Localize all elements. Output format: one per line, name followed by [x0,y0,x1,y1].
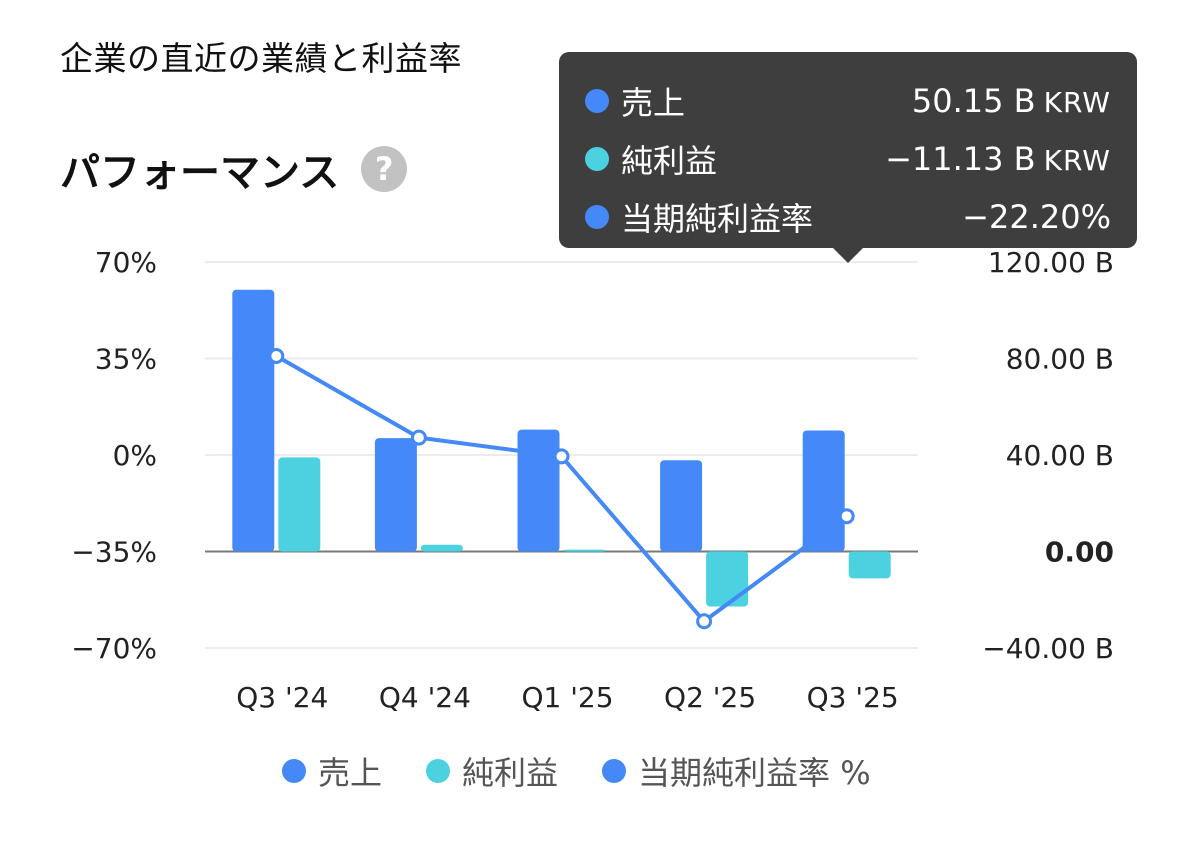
tooltip-row-net-margin: 当期純利益率 −22.20% [585,188,1111,246]
revenue-bar [802,430,845,552]
revenue-bar [374,438,417,552]
left-axis-tick-label: 35% [95,343,157,376]
left-axis-tick-label: 0% [113,439,157,472]
x-axis-tick-label: Q3 '24 [236,681,328,714]
net-income-bar [420,544,463,552]
net-margin-dot-icon [585,205,609,229]
x-axis-tick-label: Q4 '24 [379,681,471,714]
revenue-bar [660,460,703,552]
tooltip-value: 50.15 B KRW [911,82,1111,120]
net-margin-point [838,508,855,525]
revenue-bar [517,429,560,552]
net-margin-point [268,348,285,365]
x-axis-tick-label: Q2 '25 [664,681,756,714]
tooltip-row-net-income: 純利益 −11.13 B KRW [585,130,1111,188]
right-axis-tick-label: −40.00 B [982,632,1114,665]
net-income-dot-icon [585,147,609,171]
tooltip-row-revenue: 売上 50.15 B KRW [585,72,1111,130]
left-axis-tick-label: 70% [95,246,157,279]
tooltip-value: −11.13 B KRW [885,140,1111,178]
legend-item-net-margin[interactable]: 当期純利益率 % [602,748,871,794]
left-axis-tick-label: −35% [71,536,157,569]
revenue-dot-icon [585,89,609,113]
left-axis-tick-label: −70% [71,632,157,665]
section-title: パフォーマンス [60,150,340,196]
right-axis-tick-label: 0.00 [1045,536,1114,569]
net-income-bar [706,551,749,607]
net-margin-line [274,354,849,624]
legend-item-revenue[interactable]: 売上 [282,748,382,794]
revenue-bar [232,289,275,552]
tooltip-label: 純利益 [621,142,718,180]
net-margin-point [410,429,427,446]
legend-label: 売上 [318,754,383,792]
legend-dot-icon [602,759,627,783]
performance-section-header: パフォーマンス ? [60,140,408,198]
legend-dot-icon [282,759,306,783]
tooltip-value: −22.20% [962,198,1111,236]
net-margin-point [696,613,713,630]
tooltip-label: 売上 [621,84,686,122]
right-axis-tick-label: 80.00 B [1006,343,1114,376]
net-income-bar [563,549,606,552]
legend-item-net-income[interactable]: 純利益 [426,748,558,794]
legend-dot-icon [426,759,451,783]
tooltip-arrow [832,247,864,263]
net-margin-point [553,448,570,465]
question-circle-icon[interactable]: ? [361,146,408,192]
x-axis-tick-label: Q3 '25 [807,681,899,714]
page-title: 企業の直近の業績と利益率 [60,39,462,78]
right-axis-tick-label: 40.00 B [1006,439,1114,472]
legend-label: 純利益 [462,754,559,792]
x-axis-tick-label: Q1 '25 [521,681,613,714]
net-income-bar [278,457,321,552]
tooltip-label: 当期純利益率 [621,200,814,238]
chart-tooltip: 売上 50.15 B KRW 純利益 −11.13 B KRW 当期純利益率 −22… [559,52,1137,248]
chart-legend: 売上 純利益 当期純利益率 % [282,748,871,794]
legend-label: 当期純利益率 % [638,754,871,792]
right-axis-tick-label: 120.00 B [988,246,1114,279]
net-income-bar [848,551,891,579]
